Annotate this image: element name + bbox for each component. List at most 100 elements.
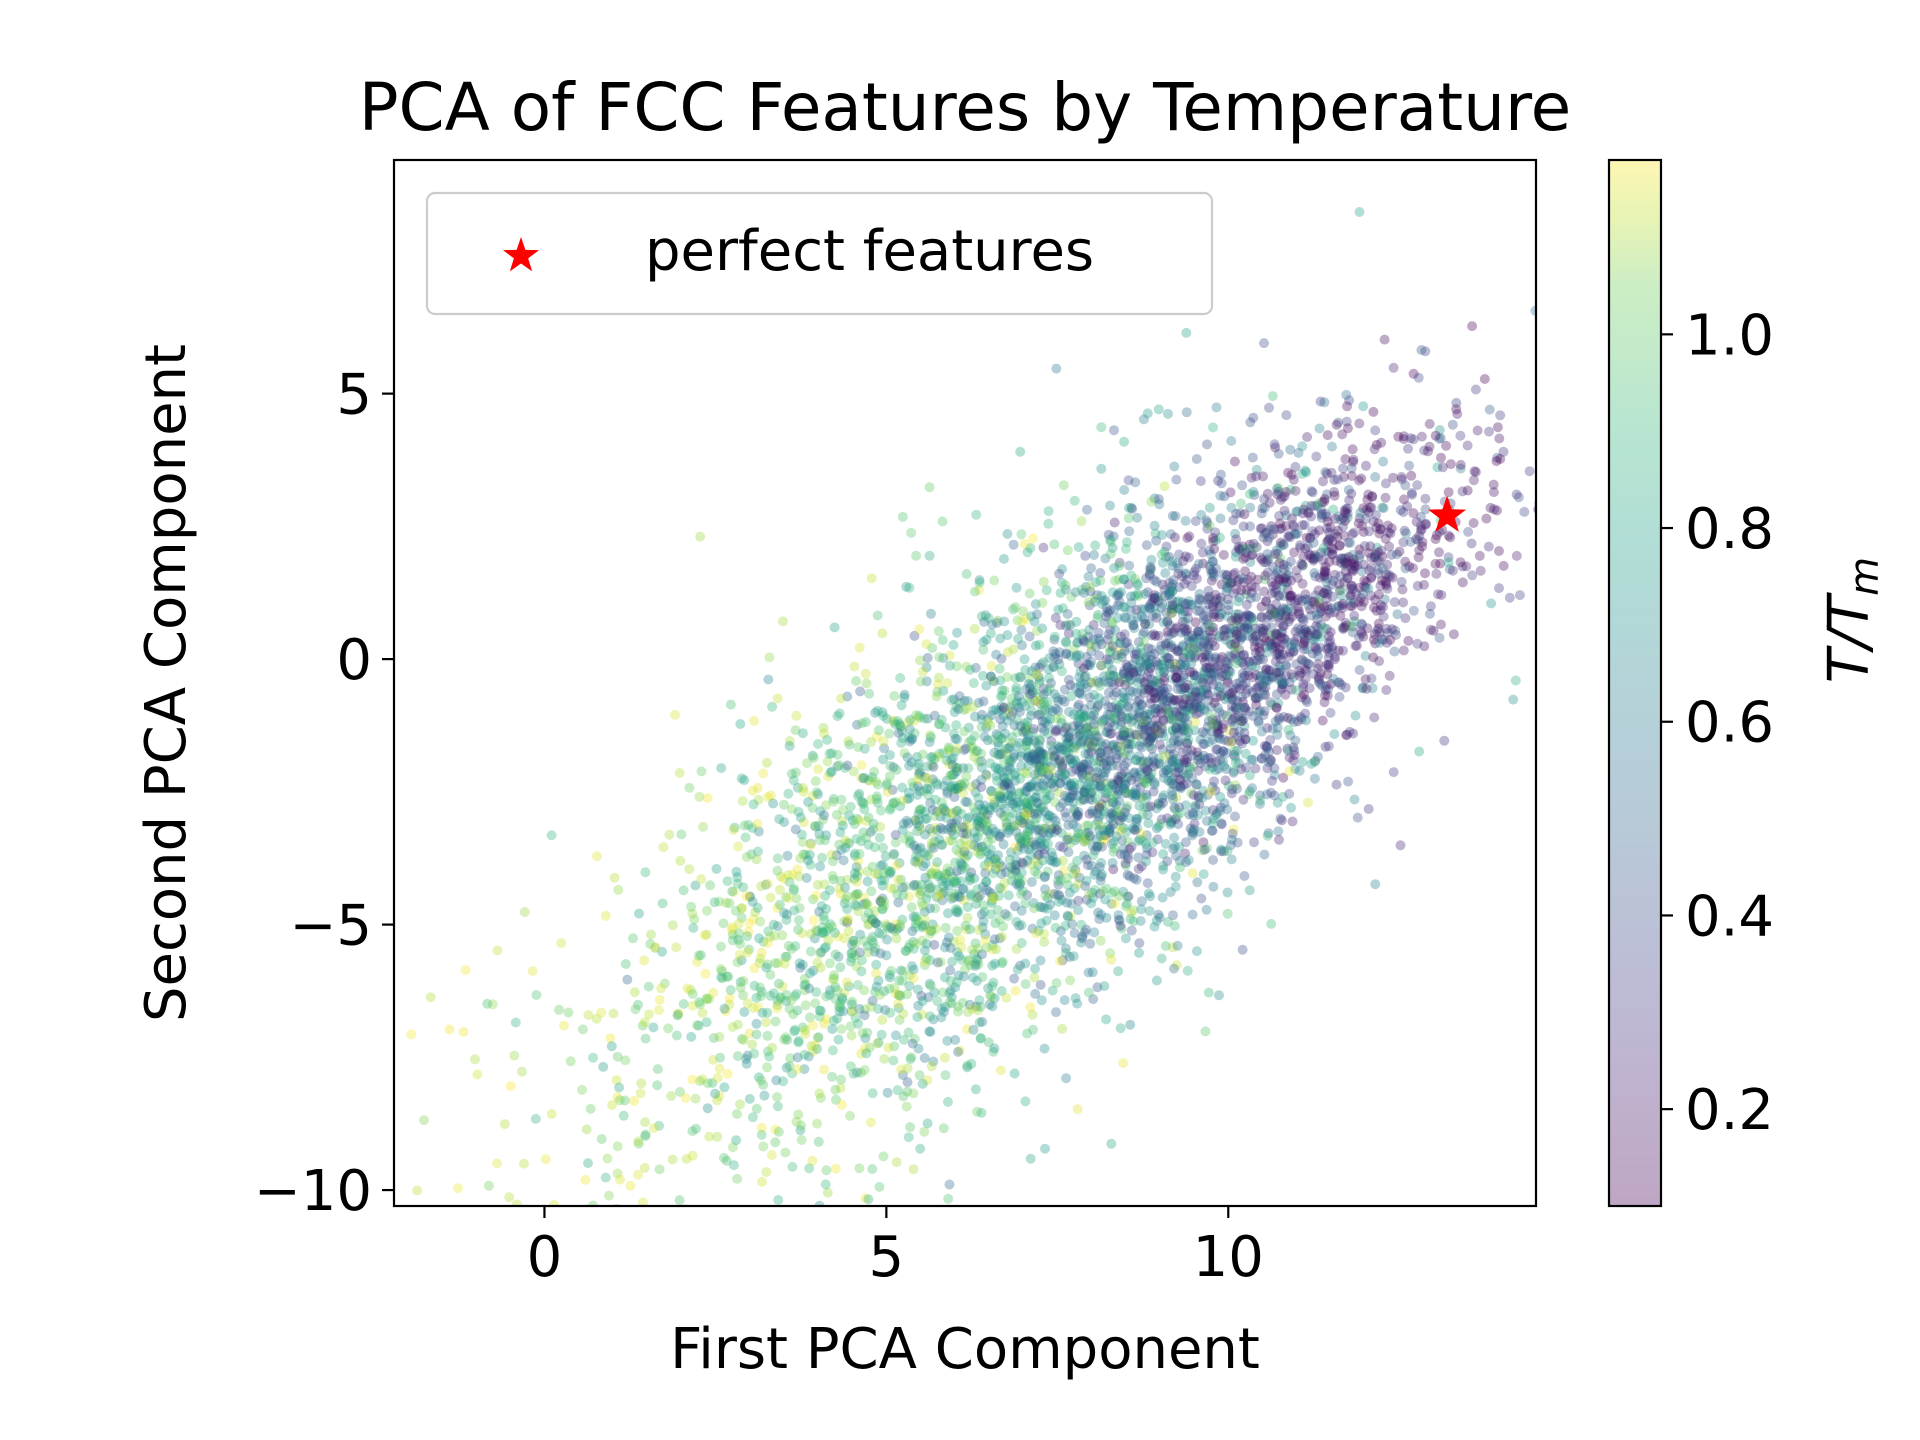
scatter-point — [848, 766, 859, 777]
scatter-point — [1228, 727, 1239, 738]
scatter-point — [1009, 973, 1020, 984]
scatter-point — [948, 728, 959, 739]
scatter-point — [979, 906, 990, 917]
scatter-point — [1388, 362, 1399, 373]
scatter-point — [1106, 1138, 1117, 1149]
scatter-point — [1283, 531, 1294, 542]
scatter-point — [674, 768, 685, 778]
scatter-point — [1455, 430, 1466, 441]
scatter-point — [1281, 570, 1292, 581]
scatter-point — [962, 696, 973, 706]
scatter-point — [962, 797, 973, 808]
scatter-point — [1027, 1009, 1038, 1020]
scatter-point — [1343, 776, 1354, 787]
scatter-point — [892, 889, 903, 900]
scatter-point — [1347, 621, 1358, 632]
scatter-point — [1202, 594, 1213, 605]
scatter-point — [847, 939, 857, 950]
scatter-point — [1109, 604, 1120, 615]
scatter-point — [950, 762, 961, 773]
scatter-point — [783, 1210, 793, 1220]
scatter-point — [714, 1090, 725, 1101]
scatter-point — [1359, 541, 1370, 551]
scatter-point — [1123, 693, 1133, 703]
scatter-point — [1059, 684, 1070, 695]
scatter-point — [1142, 408, 1153, 419]
scatter-point — [612, 1141, 623, 1152]
scatter-point — [1149, 675, 1160, 686]
scatter-point — [1368, 652, 1379, 663]
scatter-point — [1016, 697, 1027, 708]
scatter-point — [1317, 715, 1328, 726]
scatter-point — [1508, 694, 1519, 705]
scatter-point — [694, 791, 705, 802]
scatter-point — [862, 1027, 873, 1038]
scatter-point — [1160, 640, 1171, 650]
scatter-point — [1400, 563, 1411, 574]
scatter-point — [1236, 498, 1246, 509]
scatter-point — [898, 818, 909, 829]
scatter-point — [922, 713, 933, 724]
scatter-point — [650, 942, 661, 953]
scatter-point — [1321, 593, 1332, 604]
scatter-point — [1285, 484, 1296, 495]
scatter-point — [913, 852, 924, 863]
scatter-point — [1196, 509, 1207, 520]
scatter-point — [1057, 1023, 1068, 1034]
scatter-point — [922, 813, 932, 824]
scatter-point — [725, 1251, 735, 1261]
scatter-point — [914, 814, 925, 825]
scatter-point — [749, 963, 760, 974]
scatter-point — [1227, 716, 1237, 727]
scatter-point — [771, 1075, 782, 1086]
scatter-point — [1349, 561, 1360, 572]
scatter-point — [1404, 561, 1415, 572]
scatter-point — [982, 826, 993, 837]
scatter-point — [704, 1131, 715, 1142]
scatter-point — [1043, 506, 1054, 517]
scatter-point — [811, 787, 822, 798]
scatter-point — [951, 876, 962, 887]
scatter-point — [1237, 480, 1248, 491]
scatter-point — [842, 915, 853, 926]
scatter-point — [733, 918, 744, 929]
scatter-point — [1081, 723, 1092, 734]
scatter-point — [1437, 462, 1448, 473]
scatter-point — [417, 1342, 427, 1352]
scatter-point — [1271, 703, 1282, 714]
scatter-point — [1292, 716, 1303, 727]
scatter-point — [1190, 686, 1201, 697]
scatter-point — [1115, 730, 1126, 741]
scatter-point — [768, 919, 779, 930]
scatter-point — [1248, 711, 1259, 722]
scatter-point — [947, 770, 958, 781]
scatter-point — [828, 874, 839, 885]
scatter-point — [612, 1051, 623, 1062]
scatter-point — [1284, 788, 1295, 799]
scatter-point — [633, 1138, 644, 1149]
scatter-point — [1066, 592, 1077, 602]
scatter-point — [1188, 761, 1199, 772]
scatter-point — [1414, 530, 1425, 541]
scatter-point — [1100, 830, 1111, 841]
scatter-point — [1551, 325, 1561, 335]
scatter-point — [1297, 469, 1308, 479]
scatter-point — [1316, 504, 1326, 515]
scatter-point — [867, 995, 878, 1006]
scatter-point — [1274, 649, 1285, 660]
scatter-point — [1043, 664, 1054, 675]
scatter-point — [854, 642, 865, 653]
scatter-point — [810, 925, 821, 935]
scatter-point — [732, 1051, 743, 1062]
scatter-point — [1226, 436, 1237, 446]
scatter-point — [1348, 728, 1359, 739]
scatter-point — [1142, 878, 1153, 889]
scatter-point — [472, 1069, 483, 1080]
scatter-point — [960, 841, 971, 852]
scatter-point — [1056, 935, 1067, 946]
scatter-point — [904, 736, 915, 747]
scatter-point — [1081, 682, 1092, 693]
scatter-point — [1452, 409, 1463, 419]
scatter-point — [1371, 439, 1382, 450]
scatter-point — [895, 721, 906, 732]
